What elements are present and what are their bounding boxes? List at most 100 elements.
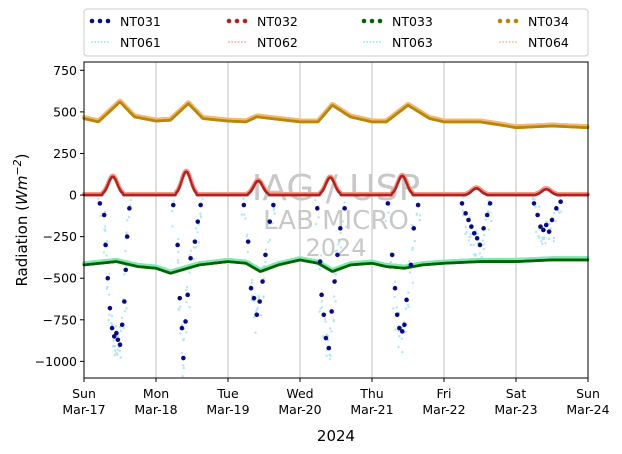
NT061-point bbox=[254, 331, 257, 334]
NT061-point bbox=[242, 197, 245, 200]
legend-item-NT064: NT064 bbox=[499, 35, 569, 50]
NT061-point bbox=[180, 351, 183, 355]
NT061-point bbox=[559, 210, 563, 213]
NT032-point bbox=[195, 191, 198, 195]
NT061-point bbox=[538, 205, 541, 208]
legend-marker bbox=[379, 41, 381, 43]
legend-marker bbox=[240, 41, 243, 43]
legend-marker bbox=[513, 18, 519, 24]
NT061-point bbox=[254, 310, 258, 314]
NT061-point bbox=[338, 240, 341, 244]
plot-area: IAG / USP LAB MICRO 2024 bbox=[81, 61, 590, 379]
NT061-point bbox=[110, 314, 114, 317]
NT061-point bbox=[482, 233, 486, 237]
NT061-point bbox=[180, 323, 184, 327]
NT061-point bbox=[182, 364, 185, 367]
NT032-point bbox=[187, 174, 191, 178]
NT061-point bbox=[541, 238, 545, 241]
NT032-point bbox=[180, 178, 184, 182]
NT061-point bbox=[321, 335, 325, 338]
legend-marker bbox=[231, 41, 234, 43]
NT061-point bbox=[127, 215, 131, 219]
NT061-point bbox=[544, 241, 547, 245]
NT061-point bbox=[472, 243, 475, 246]
legend-item-NT031: NT031 bbox=[89, 14, 161, 29]
legend-marker bbox=[234, 41, 237, 43]
NT061-point bbox=[392, 307, 395, 310]
legend-marker bbox=[107, 41, 109, 43]
NT061-point bbox=[197, 241, 201, 244]
NT061-point bbox=[314, 199, 317, 202]
NT061-point bbox=[199, 216, 203, 219]
NT061-point bbox=[487, 228, 490, 232]
NT061-point bbox=[547, 237, 551, 241]
NT061-point bbox=[554, 220, 557, 223]
legend-marker bbox=[103, 41, 106, 43]
NT061-point bbox=[411, 248, 414, 251]
NT061-point bbox=[111, 323, 114, 326]
NT061-point bbox=[325, 354, 328, 357]
series-NT034 bbox=[81, 98, 590, 130]
legend-marker bbox=[97, 18, 103, 24]
legend-marker bbox=[105, 18, 111, 24]
NT061-point bbox=[461, 209, 465, 212]
NT061-point bbox=[115, 351, 119, 355]
NT061-point bbox=[102, 251, 106, 254]
NT061-point bbox=[108, 272, 111, 275]
NT061-point bbox=[107, 319, 110, 322]
NT061-point bbox=[103, 210, 107, 214]
legend-marker bbox=[91, 41, 93, 43]
legend-marker bbox=[89, 18, 95, 24]
NT032-point bbox=[179, 181, 183, 184]
NT061-point bbox=[182, 366, 186, 370]
NT061-point bbox=[408, 271, 412, 274]
NT061-point bbox=[465, 230, 468, 234]
NT061-point bbox=[192, 246, 196, 249]
NT061-point bbox=[332, 295, 336, 298]
NT061-point bbox=[490, 219, 493, 223]
NT061-point bbox=[116, 348, 120, 351]
NT061-point bbox=[188, 254, 191, 257]
NT032-point bbox=[174, 193, 177, 197]
NT061-point bbox=[542, 236, 546, 239]
NT061-point bbox=[118, 349, 121, 353]
NT061-point bbox=[112, 339, 115, 342]
NT061-point bbox=[552, 211, 556, 214]
legend-marker bbox=[369, 18, 375, 24]
NT061-point bbox=[335, 249, 339, 252]
NT061-point bbox=[272, 206, 276, 210]
NT061-point bbox=[185, 301, 188, 304]
NT061-point bbox=[547, 222, 551, 225]
NT061-point bbox=[407, 305, 410, 309]
NT061-point bbox=[188, 305, 191, 309]
NT032-point bbox=[179, 183, 182, 186]
NT061-point bbox=[489, 211, 492, 214]
NT061-point bbox=[272, 208, 275, 212]
NT061-point bbox=[467, 239, 471, 242]
watermark-line-2: LAB MICRO bbox=[263, 206, 409, 236]
NT061-point bbox=[400, 337, 403, 340]
NT061-point bbox=[182, 338, 186, 341]
NT032-point bbox=[189, 178, 192, 182]
NT061-point bbox=[318, 310, 321, 313]
NT061-point bbox=[123, 309, 127, 313]
NT032-point bbox=[178, 185, 182, 188]
NT061-point bbox=[537, 236, 541, 240]
NT061-point bbox=[468, 215, 471, 219]
NT032-point bbox=[189, 181, 193, 184]
NT061-point bbox=[250, 278, 254, 282]
NT061-point bbox=[328, 357, 332, 361]
NT061-point bbox=[171, 209, 174, 213]
NT061-point bbox=[116, 334, 120, 338]
legend-marker bbox=[499, 41, 501, 43]
NT061-point bbox=[475, 229, 478, 232]
legend-item-NT033: NT033 bbox=[361, 14, 433, 29]
NT061-point bbox=[404, 330, 407, 334]
NT061-point bbox=[343, 201, 346, 204]
NT061-point bbox=[469, 243, 473, 247]
series-NT033 bbox=[82, 256, 590, 275]
NT061-point bbox=[394, 328, 397, 331]
NT061-point bbox=[334, 272, 338, 276]
NT061-point bbox=[177, 250, 180, 254]
